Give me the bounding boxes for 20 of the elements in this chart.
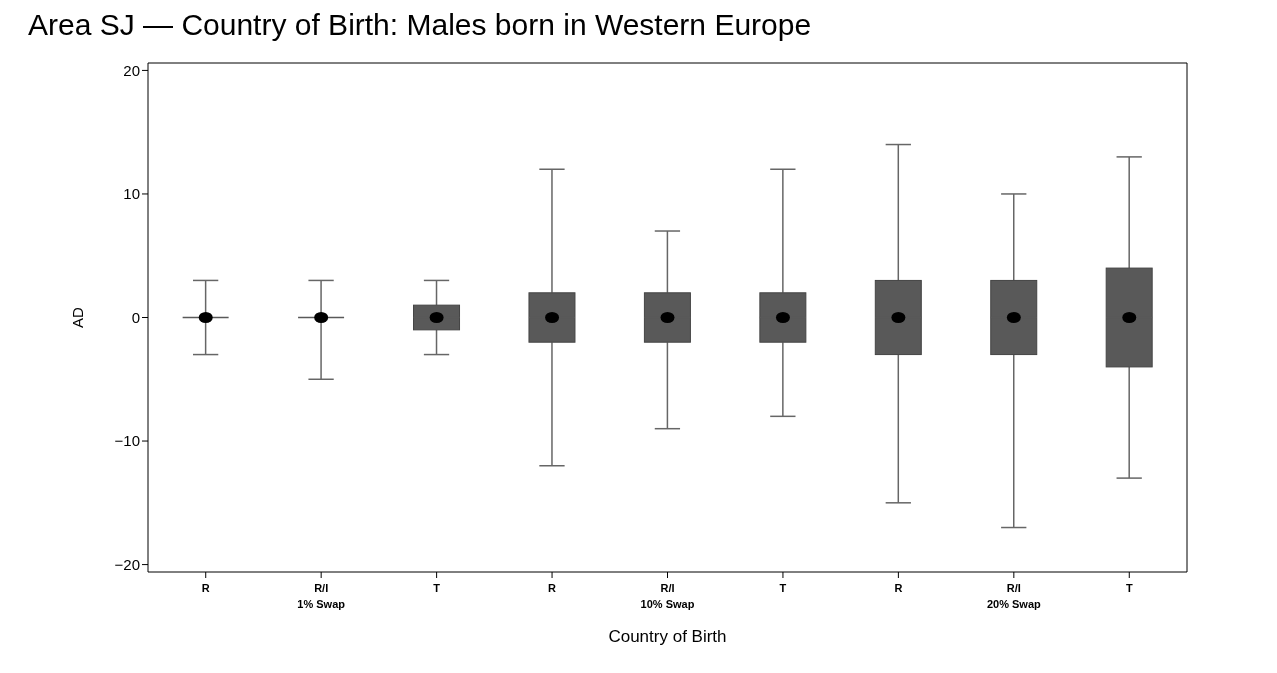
x-tick-label: R	[548, 582, 557, 594]
y-axis-title: AD	[69, 306, 87, 328]
y-tick-label: 20	[123, 61, 140, 79]
x-tick-label: R	[201, 582, 210, 594]
y-tick-label: −20	[114, 555, 140, 573]
x-tick-label: R	[894, 582, 903, 594]
chart-title: Area SJ — Country of Birth: Males born in Western Europe	[28, 8, 813, 43]
y-tick-label: 0	[131, 308, 140, 326]
text: 20% Swap	[986, 598, 1042, 610]
x-tick-label: R/I	[660, 582, 675, 594]
x-tick-label: T	[433, 582, 441, 594]
y-tick-label: −10	[114, 432, 140, 450]
x-tick-label: T	[1125, 582, 1133, 594]
text: 1% Swap	[297, 598, 346, 610]
x-tick-label: T	[779, 582, 787, 594]
text: 10% Swap	[640, 598, 695, 610]
x-tick-label: R/I	[1006, 582, 1021, 594]
x-axis-title: Country of Birth	[608, 627, 727, 646]
y-tick-label: 10	[123, 185, 140, 203]
x-tick-label: R/I	[314, 582, 329, 594]
